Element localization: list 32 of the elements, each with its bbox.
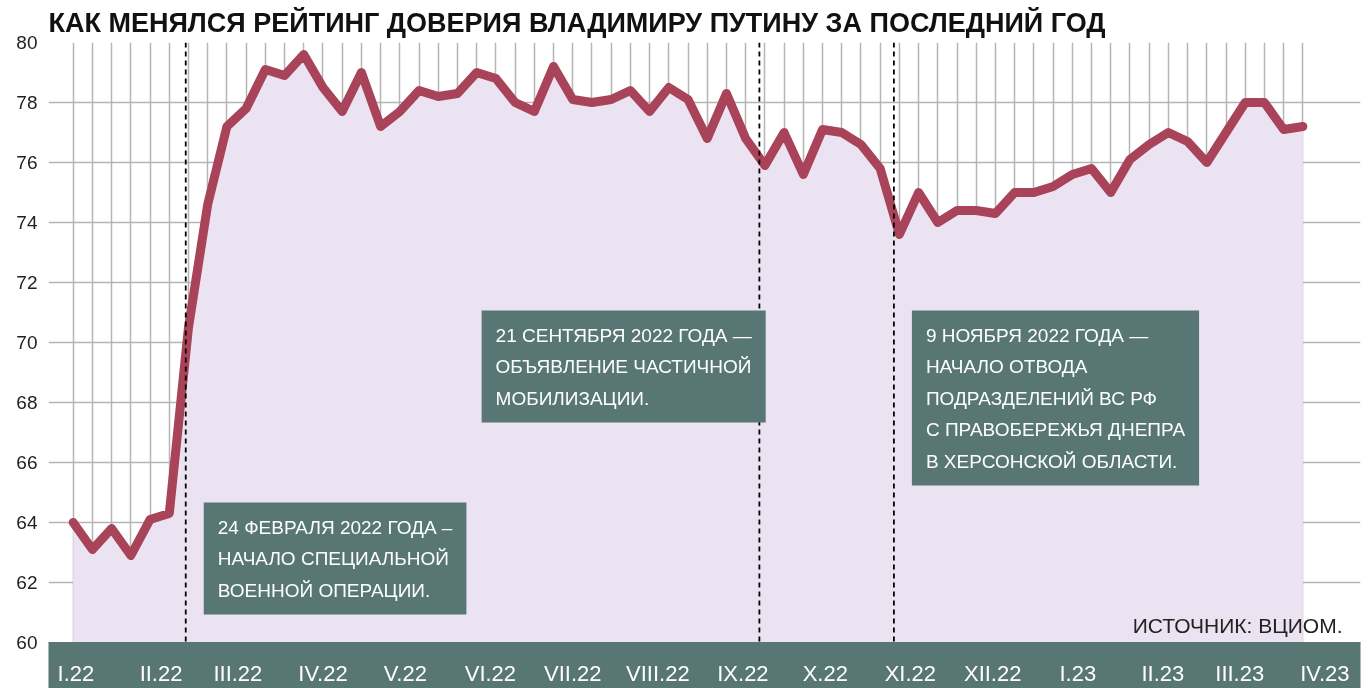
y-tick-label: 80: [16, 32, 38, 53]
x-tick-label: IV.22: [298, 660, 348, 686]
x-tick-label: V.22: [383, 660, 427, 686]
x-tick-label: XI.22: [884, 660, 937, 686]
x-tick-label: IX.22: [717, 660, 769, 686]
x-tick-label: X.22: [802, 660, 848, 686]
x-tick-label: II.23: [1141, 660, 1185, 686]
x-tick-label: I.22: [57, 660, 95, 686]
x-tick-label: IV.23: [1300, 660, 1350, 686]
chart-title: КАК МЕНЯЛСЯ РЕЙТИНГ ДОВЕРИЯ ВЛАДИМИРУ ПУТИНУ ЗА ПОСЛЕДНИЙ ГОД: [48, 6, 1106, 38]
y-tick-label: 72: [16, 272, 38, 293]
x-tick-label: VI.22: [464, 660, 517, 686]
ref-line-label: 9 НОЯБРЯ 2022 ГОДА — НАЧАЛО ОТВОДА ПОДРАЗДЕЛЕНИЙ ВС РФ С ПРАВОБЕРЕЖЬЯ ДНЕПРА В ХЕРСОНСКОЙ ОБЛАСТИ.: [925, 324, 1186, 472]
y-tick-label: 74: [16, 212, 38, 233]
x-tick-label: II.22: [139, 660, 183, 686]
y-tick-label: 64: [16, 512, 38, 533]
x-tick-label: XII.22: [963, 660, 1022, 686]
y-tick-label: 66: [16, 452, 38, 473]
annotation: ИСТОЧНИК: ВЦИОМ.: [1132, 613, 1343, 637]
x-tick-label: VIII.22: [626, 660, 690, 686]
ref-line-label: 21 СЕНТЯБРЯ 2022 ГОДА — ОБЪЯВЛЕНИЕ ЧАСТИЧНОЙ МОБИЛИЗАЦИИ.: [495, 324, 752, 409]
y-tick-label: 60: [16, 632, 38, 653]
y-tick-label: 70: [16, 332, 38, 353]
y-tick-label: 78: [16, 92, 38, 113]
x-tick-label: III.23: [1215, 660, 1265, 686]
ref-line-label: 24 ФЕВРАЛЯ 2022 ГОДА – НАЧАЛО СПЕЦИАЛЬНОЙ ВОЕННОЙ ОПЕРАЦИИ.: [217, 516, 453, 601]
x-tick-label: III.22: [213, 660, 263, 686]
y-tick-label: 62: [16, 572, 38, 593]
x-tick-label: VII.22: [544, 660, 602, 686]
x-tick-label: I.23: [1059, 660, 1097, 686]
y-tick-label: 68: [16, 392, 38, 413]
y-tick-label: 76: [16, 152, 38, 173]
